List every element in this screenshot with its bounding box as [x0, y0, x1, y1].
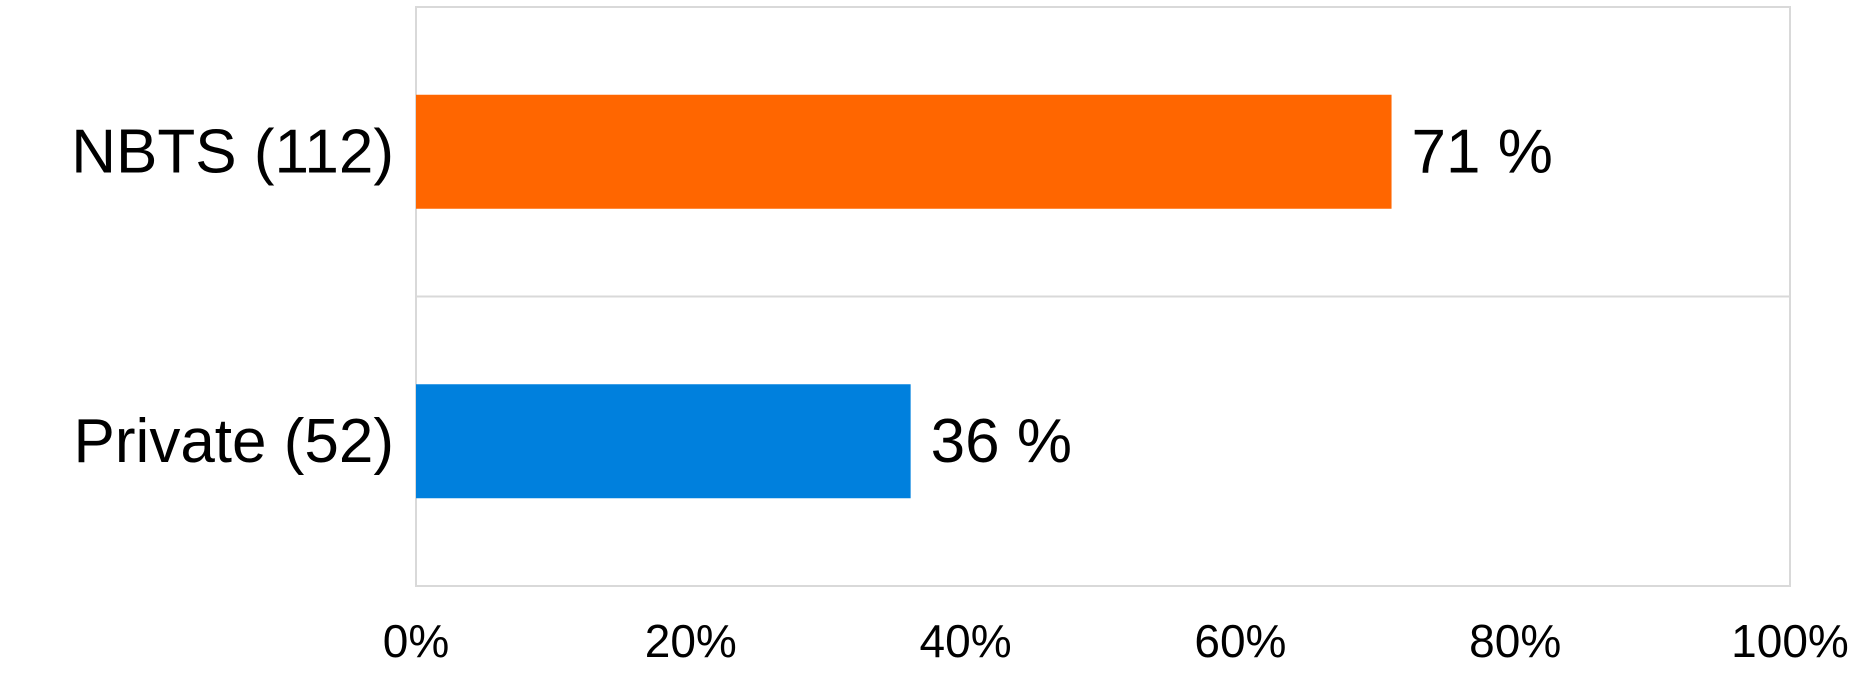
- category-label: NBTS (112): [71, 117, 394, 186]
- x-tick-label: 60%: [1194, 615, 1286, 667]
- bar-0: [416, 94, 1392, 209]
- x-tick-label: 0%: [383, 615, 449, 667]
- x-tick-label: 100%: [1731, 615, 1849, 667]
- x-tick-label: 80%: [1469, 615, 1561, 667]
- x-tick-label: 20%: [645, 615, 737, 667]
- category-label: Private (52): [74, 407, 394, 476]
- x-tick-label: 40%: [920, 615, 1012, 667]
- data-label: 36 %: [931, 407, 1072, 476]
- data-label: 71 %: [1412, 117, 1553, 186]
- bar-1: [416, 384, 911, 499]
